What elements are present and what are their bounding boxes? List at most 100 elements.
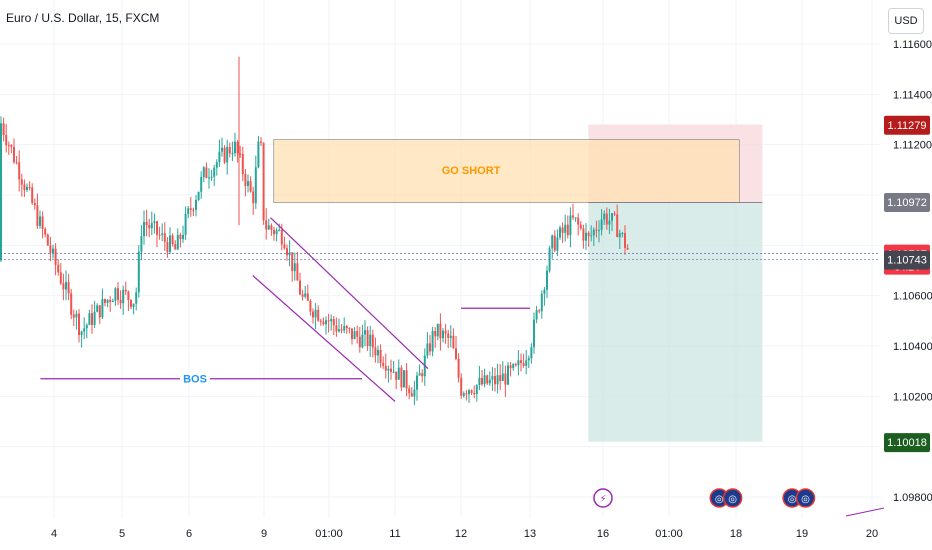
candle [111,300,114,302]
candle [187,208,190,214]
candle [377,349,379,356]
candle [114,288,117,301]
x-tick-label: 12 [455,528,467,540]
candle [80,331,83,336]
lightning-event-icon-glyph: ⚡ [599,494,606,505]
chart-title: Euro / U.S. Dollar, 15, FXCM [6,11,160,25]
candle [280,229,283,245]
us-flag-event-icon[interactable] [795,488,816,508]
candle [403,370,405,388]
candle [496,375,499,385]
candle [96,305,99,312]
channel-upper-line[interactable] [270,217,429,370]
candle [322,321,325,325]
candle [176,234,179,250]
candle [195,200,197,210]
candle [405,370,408,389]
candle [270,225,273,230]
channel-lower-line[interactable] [252,275,396,402]
candle [426,343,429,356]
candle [213,167,216,177]
candle [439,323,442,339]
candle [184,213,187,235]
candle [85,324,88,329]
x-tick-label: 5 [119,528,125,540]
candle [221,147,223,152]
candle [462,393,465,396]
lightning-event-icon[interactable] [593,488,613,508]
candle [481,377,483,385]
candle [291,252,294,272]
candle [2,123,5,136]
candle [23,184,26,191]
candle [226,147,229,163]
candle [31,187,34,204]
candle [41,216,44,229]
candle [434,331,437,337]
candle [59,272,62,284]
candle [384,365,387,371]
candle [507,365,509,385]
candle [132,303,135,307]
candle [124,289,127,292]
candle [616,214,619,238]
x-tick-label: 4 [51,528,57,540]
price-label: 1.11279 [888,120,927,132]
go-short-zone[interactable] [273,139,740,203]
candle [551,235,554,249]
candle [499,375,502,382]
go-short-label: GO SHORT [442,165,501,177]
y-tick-label: 1.10600 [893,291,932,303]
candle [460,377,463,396]
candle [241,153,244,174]
drawing-line[interactable] [845,507,885,517]
candle [478,377,481,386]
candle [535,310,538,320]
candle [449,335,452,338]
candle [371,334,374,348]
candle [618,233,621,238]
candle [410,393,413,397]
eu-flag-event-icon-glyph: ◎ [715,494,724,505]
candle [587,232,590,237]
candle [278,229,281,231]
candle [174,244,177,250]
candle [390,368,392,372]
candle [455,348,457,359]
currency-button[interactable]: USD [888,8,924,34]
candle [494,376,496,385]
candle [431,331,434,352]
candle [161,233,164,235]
us-flag-event-icon-glyph: ◎ [728,494,737,505]
x-tick-label: 13 [524,528,536,540]
candle [234,141,236,154]
candle [533,319,535,348]
candle [36,205,39,226]
candle [117,288,119,300]
x-tick-label: 11 [389,528,400,540]
candle [156,221,158,235]
candle [54,248,57,265]
candle [566,224,569,236]
candle [197,191,200,201]
candle [286,248,288,256]
candle [501,373,504,382]
candle [309,300,312,312]
candle [301,294,304,297]
candle [137,251,140,293]
candle [283,244,286,249]
candle [330,319,333,322]
take-profit-zone[interactable] [588,202,763,442]
candle [400,367,403,388]
candle [366,330,369,347]
candle [527,358,530,361]
candle [304,293,307,297]
candle [364,330,366,335]
candle [335,325,338,332]
candle [208,177,210,179]
candle [356,331,359,337]
candle [457,358,460,378]
candle [88,313,91,325]
us-flag-event-icon[interactable] [722,488,743,508]
